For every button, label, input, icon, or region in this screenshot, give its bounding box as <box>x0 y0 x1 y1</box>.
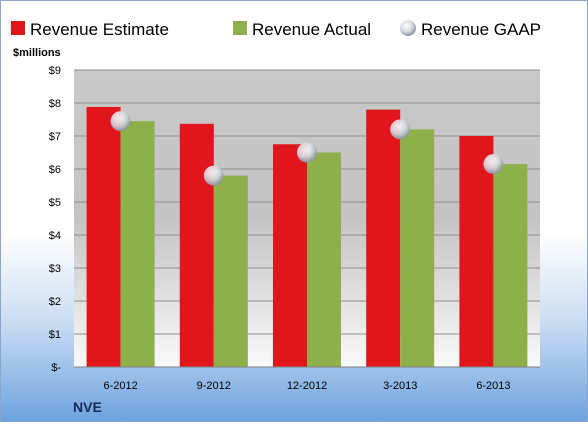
x-tick-label: 6-2012 <box>103 380 137 392</box>
bar-revenue-actual-6-2012 <box>120 121 155 368</box>
y-tick-label: $6 <box>49 164 61 176</box>
bars <box>86 106 528 368</box>
y-tick-label: $- <box>51 362 61 374</box>
bar-revenue-estimate-6-2012 <box>86 106 121 368</box>
legend: Revenue Estimate Revenue Actual Revenue … <box>11 20 541 39</box>
bar-revenue-actual-6-2013 <box>493 164 528 367</box>
marker-revenue-gaap-6-2013 <box>483 154 504 175</box>
legend-label-actual: Revenue Actual <box>252 20 371 39</box>
y-tick-label: $7 <box>49 131 61 143</box>
legend-label-estimate: Revenue Estimate <box>30 20 169 39</box>
y-axis-unit-label: $millions <box>13 47 61 59</box>
x-tick-label: 6-2013 <box>476 380 510 392</box>
y-tick-label: $2 <box>49 296 61 308</box>
x-tick-label: 9-2012 <box>197 380 231 392</box>
bar-revenue-actual-3-2013 <box>400 129 435 367</box>
bar-revenue-actual-9-2012 <box>213 175 248 367</box>
x-tick-label: 12-2012 <box>287 380 327 392</box>
marker-revenue-gaap-3-2013 <box>390 119 411 140</box>
legend-swatch-estimate <box>11 21 25 35</box>
marker-revenue-gaap-6-2012 <box>110 111 131 132</box>
legend-swatch-actual <box>233 21 247 35</box>
bar-revenue-estimate-3-2013 <box>366 109 401 367</box>
y-tick-label: $1 <box>49 329 61 341</box>
marker-revenue-gaap-12-2012 <box>297 142 317 163</box>
bar-revenue-estimate-9-2012 <box>179 123 214 367</box>
gaap-markers <box>110 111 504 186</box>
y-axis-ticks: $- $1 $2 $3 $4 $5 $6 $7 $8 $9 <box>49 65 62 374</box>
x-tick-label: 3-2013 <box>383 380 417 392</box>
y-tick-label: $3 <box>49 263 61 275</box>
y-tick-label: $4 <box>49 230 61 242</box>
y-tick-label: $8 <box>49 98 61 110</box>
ticker-label: NVE <box>73 399 102 415</box>
bar-revenue-estimate-6-2013 <box>459 136 494 367</box>
x-axis-ticks: 6-2012 9-2012 12-2012 3-2013 6-2013 <box>103 380 510 392</box>
y-tick-label: $5 <box>49 197 61 209</box>
y-tick-label: $9 <box>49 65 61 77</box>
legend-marker-gaap <box>400 20 416 36</box>
legend-label-gaap: Revenue GAAP <box>421 20 541 39</box>
marker-revenue-gaap-9-2012 <box>203 165 224 186</box>
bar-revenue-actual-12-2012 <box>307 152 341 367</box>
bar-revenue-estimate-12-2012 <box>273 144 307 367</box>
